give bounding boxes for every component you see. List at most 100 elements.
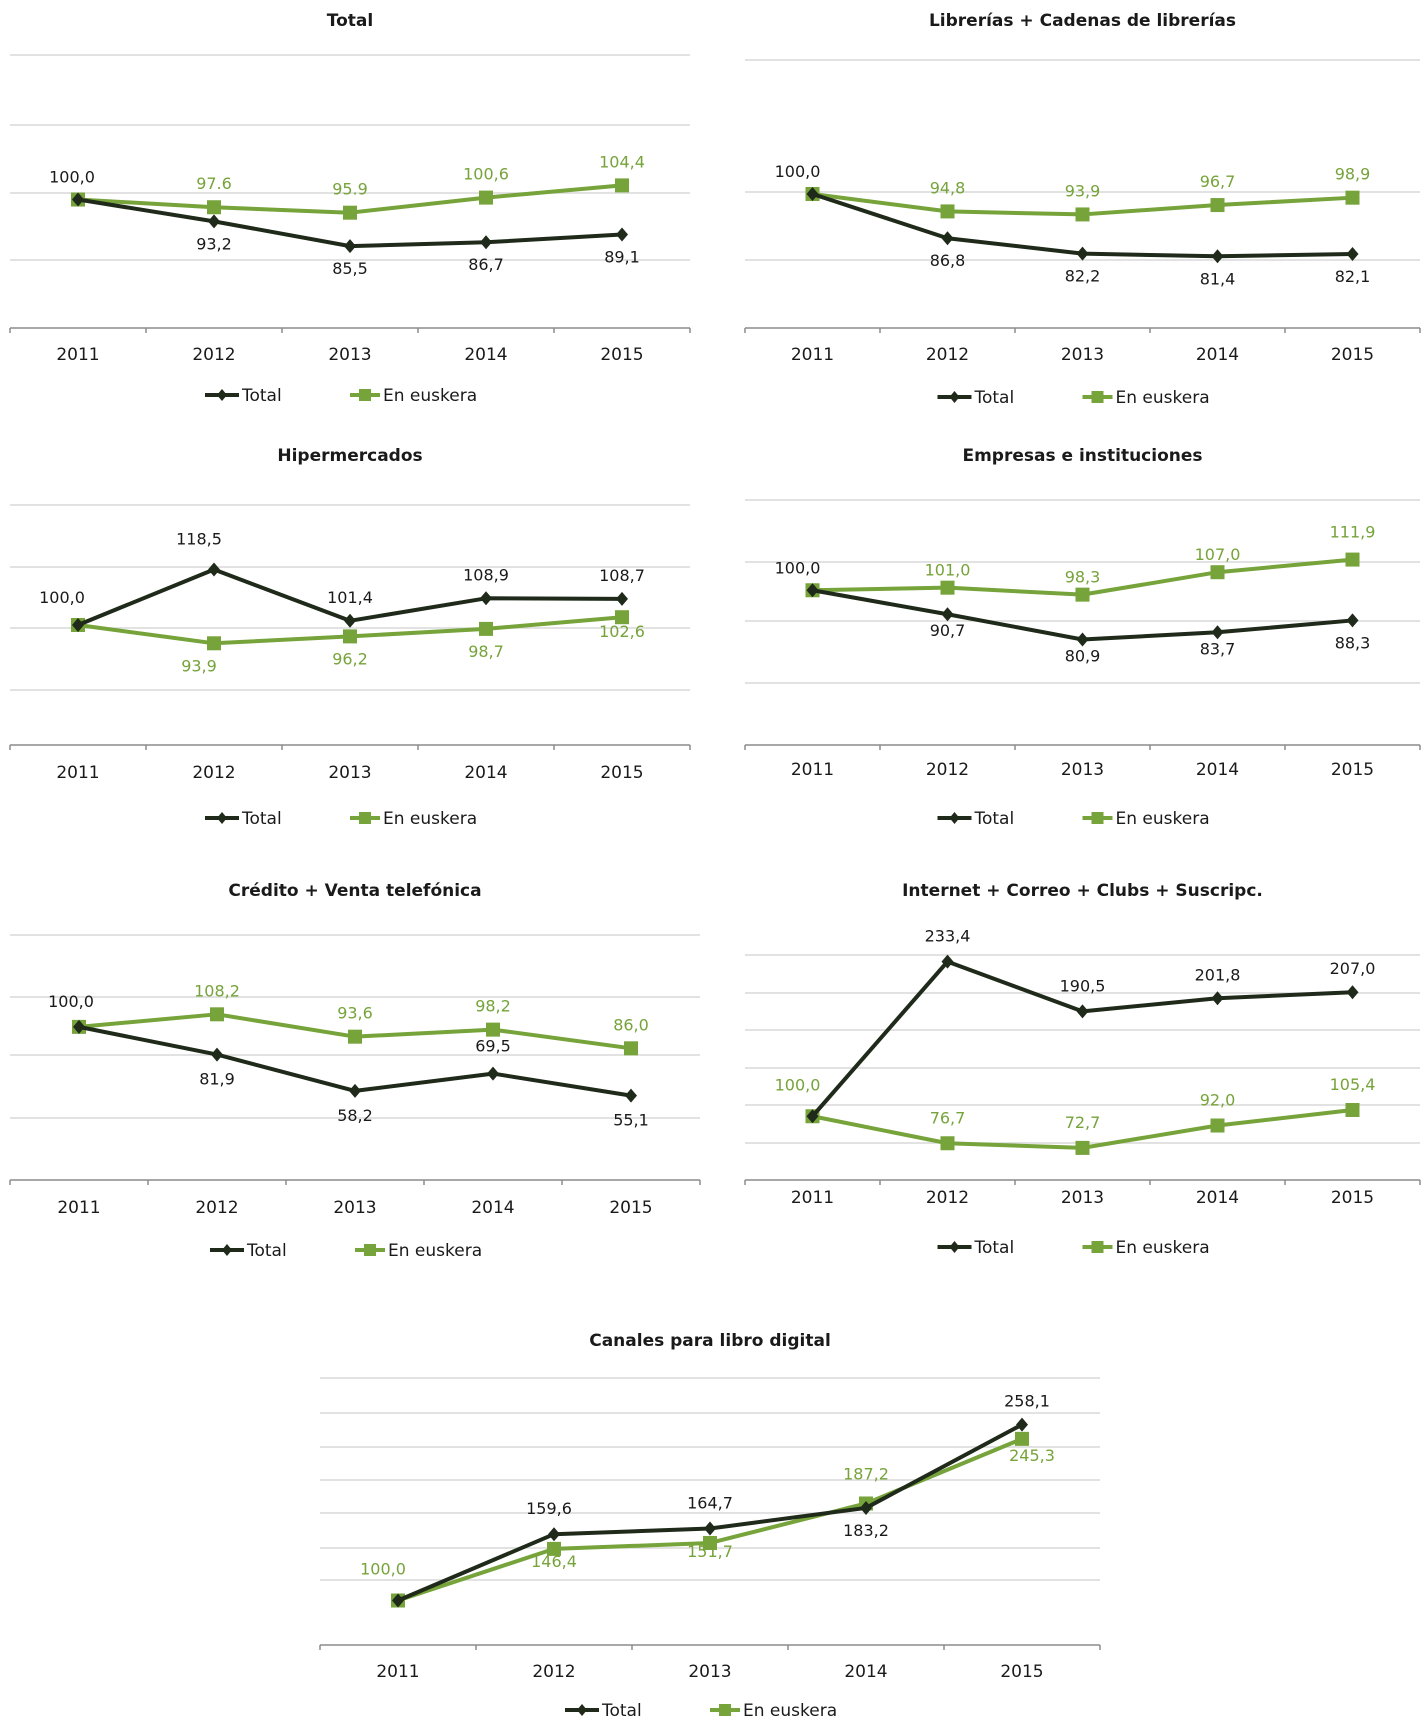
data-label-total: 258,1	[1004, 1392, 1050, 1411]
point-total	[806, 1109, 819, 1124]
data-label-total: 100,0	[775, 558, 821, 577]
x-tick-label: 2014	[1196, 1188, 1239, 1208]
chart-svg: Canales para libro digital 2011 2012 2013 20…	[319, 1331, 1101, 1721]
chart-svg: Crédito + Venta telefónica 2011 2012 2013 20…	[9, 881, 701, 1261]
chart-svg: Internet + Correo + Clubs + Suscripc. 201…	[744, 881, 1421, 1258]
point-euskera	[479, 190, 493, 205]
legend: Total En euskera	[210, 1241, 482, 1261]
x-tick-label: 2015	[1331, 1188, 1374, 1208]
data-label-euskera: 76,7	[930, 1108, 966, 1127]
point-euskera	[624, 1041, 638, 1056]
point-total	[1346, 246, 1359, 261]
legend-marker-total	[222, 1244, 232, 1256]
data-label-euskera: 98,3	[1065, 568, 1101, 587]
x-tick-label: 2014	[471, 1198, 514, 1218]
point-total	[392, 1593, 404, 1608]
point-euskera	[547, 1541, 561, 1556]
data-label-total: 82,2	[1065, 267, 1101, 286]
legend-label-euskera: En euskera	[1116, 1238, 1210, 1258]
chart-svg: Hipermercados 2011 2012 2013 2014 2015 100,0 11…	[9, 446, 691, 829]
legend-marker-total	[949, 391, 960, 403]
x-tick-label: 2013	[1061, 760, 1104, 780]
point-euskera	[207, 636, 221, 651]
point-euskera	[479, 621, 493, 636]
data-label-total: 183,2	[843, 1521, 889, 1540]
x-tick-label: 2011	[791, 760, 834, 780]
data-label-euskera: 146,4	[531, 1552, 577, 1571]
legend-label-total: Total	[974, 809, 1015, 829]
legend-label-total: Total	[601, 1701, 642, 1721]
data-label-total: 83,7	[1200, 639, 1236, 658]
x-tick-label: 2015	[609, 1198, 652, 1218]
chart-svg: Total 2011 2012 2013 2014 2015 100,0 93,2 85,5 86…	[9, 11, 691, 406]
point-total	[1211, 625, 1224, 640]
data-label-euskera: 151,7	[687, 1542, 733, 1561]
chart-title: Crédito + Venta telefónica	[228, 881, 481, 901]
data-label-total: 55,1	[613, 1111, 649, 1130]
legend: Total En euskera	[205, 386, 477, 406]
point-total	[1346, 613, 1359, 628]
point-euskera	[343, 629, 357, 644]
legend-label-euskera: En euskera	[1116, 388, 1210, 408]
data-label-total: 100,0	[775, 162, 821, 181]
data-label-euskera: 105,4	[1330, 1075, 1376, 1094]
chart-title: Internet + Correo + Clubs + Suscripc.	[902, 881, 1263, 901]
data-label-euskera: 93,9	[1065, 181, 1101, 200]
chart-title: Total	[327, 11, 373, 31]
point-euskera	[615, 178, 629, 193]
legend-label-total: Total	[974, 1238, 1015, 1258]
x-tick-label: 2015	[1331, 760, 1374, 780]
point-euskera	[210, 1007, 224, 1022]
point-total	[73, 1019, 85, 1034]
point-euskera	[940, 204, 955, 219]
x-tick-label: 2013	[328, 345, 371, 365]
chart-svg: Librerías + Cadenas de librerías 2011 2012…	[744, 11, 1421, 408]
data-label-euskera: 187,2	[843, 1464, 889, 1483]
legend-marker-euskera	[364, 1244, 376, 1256]
data-label-total: 88,3	[1335, 633, 1371, 652]
data-label-euskera: 98,2	[475, 997, 511, 1016]
chart-empresas: Empresas e instituciones 2011 2012 2013 2014…	[730, 445, 1421, 845]
data-label-euskera: 96,7	[1200, 172, 1236, 191]
point-total	[1211, 249, 1224, 264]
data-label-euskera: 108,2	[194, 981, 240, 1000]
point-euskera	[1210, 1118, 1225, 1133]
legend-marker-total	[217, 389, 227, 401]
data-label-euskera: 104,4	[599, 152, 645, 171]
point-euskera	[1210, 565, 1225, 580]
point-total	[806, 583, 819, 598]
point-total	[941, 954, 954, 969]
data-label-euskera: 86,0	[613, 1015, 649, 1034]
point-euskera	[343, 205, 357, 220]
point-total	[480, 235, 492, 250]
data-label-euskera: 96,2	[332, 649, 368, 668]
x-tick-label: 2014	[464, 345, 507, 365]
data-label-total: 207,0	[1330, 959, 1376, 978]
legend-label-euskera: En euskera	[383, 809, 477, 829]
point-total	[208, 214, 220, 229]
data-label-total: 100,0	[48, 992, 94, 1011]
point-total	[487, 1066, 499, 1081]
legend-marker-euskera	[1091, 391, 1104, 403]
legend: Total En euskera	[937, 388, 1210, 408]
legend: Total En euskera	[565, 1701, 837, 1721]
chart-svg: Empresas e instituciones 2011 2012 2013 2014…	[744, 446, 1421, 829]
x-tick-label: 2015	[1000, 1662, 1043, 1682]
point-total	[349, 1083, 361, 1098]
x-tick-label: 2012	[195, 1198, 238, 1218]
data-label-euskera: 102,6	[599, 622, 645, 641]
data-label-euskera: 100,6	[463, 165, 509, 184]
point-euskera	[615, 610, 629, 625]
point-euskera	[940, 580, 955, 595]
point-total	[806, 187, 819, 201]
legend-marker-euskera	[719, 1704, 731, 1716]
point-total	[344, 613, 356, 628]
data-label-euskera: 111,9	[1330, 523, 1376, 542]
data-label-total: 159,6	[526, 1499, 572, 1518]
data-label-total: 93,2	[196, 234, 232, 253]
point-euskera	[940, 1136, 955, 1151]
x-tick-label: 2012	[532, 1662, 575, 1682]
point-total	[72, 618, 84, 632]
chart-title: Hipermercados	[277, 446, 422, 466]
legend-label-total: Total	[241, 809, 282, 829]
